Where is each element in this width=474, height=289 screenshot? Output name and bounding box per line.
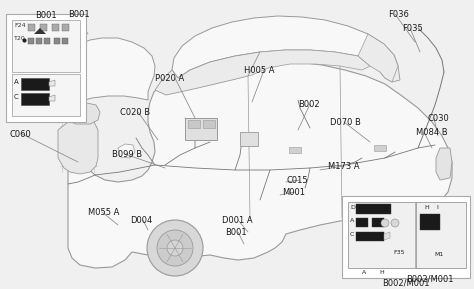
Text: I: I: [436, 205, 438, 210]
Polygon shape: [358, 34, 398, 82]
Bar: [356, 232, 384, 241]
Text: F035: F035: [402, 24, 423, 33]
Text: C020 B: C020 B: [120, 108, 150, 117]
Bar: [356, 204, 391, 214]
Bar: [54, 38, 60, 44]
Text: D004: D004: [130, 216, 152, 225]
Text: T20: T20: [14, 36, 26, 41]
Circle shape: [364, 220, 380, 236]
Text: F24: F24: [14, 23, 26, 28]
Bar: [36, 38, 42, 44]
Bar: [40, 24, 47, 31]
Text: P020 A: P020 A: [155, 74, 184, 83]
Text: D070 B: D070 B: [330, 118, 361, 127]
Text: M001: M001: [282, 188, 305, 197]
Bar: [188, 120, 200, 128]
Text: B002/M001: B002/M001: [406, 274, 454, 283]
Bar: [6, 14, 86, 122]
Text: M1: M1: [434, 252, 443, 257]
Polygon shape: [60, 58, 452, 268]
Bar: [203, 120, 215, 128]
Bar: [21, 93, 49, 105]
Bar: [12, 74, 80, 116]
Bar: [372, 218, 384, 227]
Text: B002: B002: [298, 100, 319, 109]
Bar: [28, 24, 35, 31]
Polygon shape: [248, 50, 370, 76]
Bar: [240, 132, 258, 146]
Text: B002/M001: B002/M001: [382, 278, 430, 287]
Text: M173 A: M173 A: [328, 162, 360, 171]
Polygon shape: [384, 232, 390, 240]
Polygon shape: [60, 38, 155, 120]
Polygon shape: [58, 118, 98, 174]
Bar: [348, 202, 420, 268]
Text: C015: C015: [287, 176, 309, 185]
Polygon shape: [155, 52, 260, 95]
Polygon shape: [49, 95, 55, 101]
Text: C060: C060: [10, 130, 32, 139]
Text: C: C: [14, 94, 19, 100]
Bar: [28, 38, 34, 44]
Circle shape: [157, 230, 193, 266]
Text: C: C: [350, 232, 355, 237]
Bar: [420, 214, 440, 230]
Text: F036: F036: [388, 10, 409, 19]
Bar: [21, 78, 49, 90]
Polygon shape: [34, 28, 46, 34]
Circle shape: [391, 219, 399, 227]
Text: M084 B: M084 B: [416, 128, 447, 137]
Text: B001: B001: [225, 228, 246, 237]
Bar: [185, 118, 217, 140]
Text: C030: C030: [428, 114, 450, 123]
Text: D: D: [350, 205, 355, 210]
Text: D001 A: D001 A: [222, 216, 253, 225]
Circle shape: [354, 210, 390, 246]
Text: B099 B: B099 B: [112, 150, 142, 159]
Bar: [289, 147, 301, 153]
Bar: [44, 38, 50, 44]
Text: B001: B001: [35, 11, 57, 20]
Circle shape: [167, 240, 183, 256]
Bar: [374, 145, 386, 151]
Circle shape: [147, 220, 203, 276]
Polygon shape: [49, 80, 55, 86]
Text: H: H: [424, 205, 429, 210]
Bar: [52, 24, 59, 31]
Text: A: A: [362, 270, 366, 275]
Bar: [342, 196, 470, 278]
Bar: [12, 20, 80, 72]
Polygon shape: [62, 102, 100, 124]
Circle shape: [344, 200, 400, 256]
Bar: [416, 202, 466, 268]
Text: M055 A: M055 A: [88, 208, 119, 217]
Polygon shape: [118, 144, 135, 158]
Polygon shape: [380, 55, 400, 82]
Bar: [62, 38, 68, 44]
Text: H: H: [380, 270, 384, 275]
Polygon shape: [436, 148, 452, 180]
Text: H005 A: H005 A: [244, 66, 274, 75]
Bar: [356, 218, 368, 227]
Text: A: A: [14, 79, 19, 85]
Polygon shape: [172, 16, 398, 78]
Circle shape: [381, 219, 389, 227]
Text: B001: B001: [68, 10, 90, 19]
Text: F35: F35: [393, 250, 404, 255]
Bar: [62, 24, 69, 31]
Text: A: A: [350, 218, 354, 223]
